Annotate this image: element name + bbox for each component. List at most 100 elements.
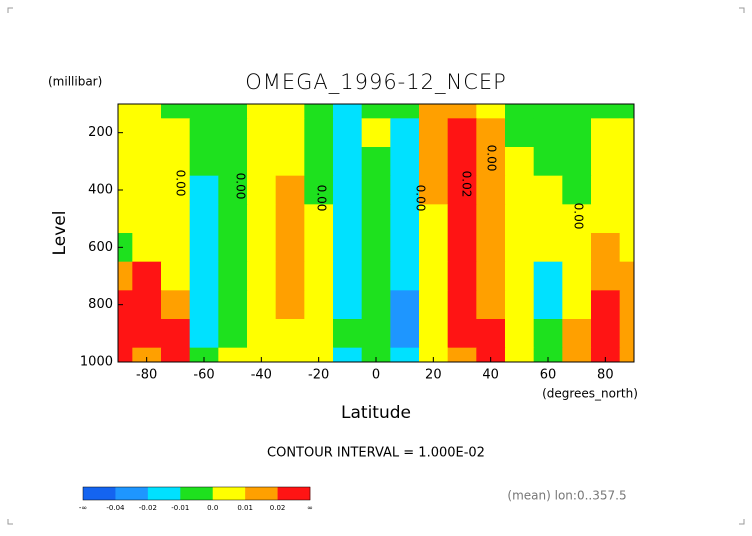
field-cell bbox=[132, 319, 162, 349]
field-cell bbox=[533, 147, 563, 177]
field-cell bbox=[533, 290, 563, 320]
field-cell bbox=[247, 204, 277, 234]
field-cell bbox=[161, 233, 191, 263]
field-cell bbox=[419, 319, 449, 349]
field-cell bbox=[118, 175, 133, 205]
colorbar-swatch bbox=[212, 487, 246, 500]
field-cell bbox=[447, 319, 477, 349]
field-cell bbox=[591, 104, 621, 119]
field-cell bbox=[533, 347, 563, 363]
field-cell bbox=[447, 347, 477, 363]
x-tick-label: 60 bbox=[540, 368, 557, 383]
field-cell bbox=[161, 347, 191, 363]
field-cell bbox=[361, 104, 391, 119]
field-cell bbox=[247, 175, 277, 205]
field-cell bbox=[562, 118, 592, 148]
x-tick-label: -40 bbox=[251, 368, 272, 383]
field-cell bbox=[390, 204, 420, 234]
contour-label: 0.00 bbox=[174, 170, 188, 197]
field-cell bbox=[591, 319, 621, 349]
field-cell bbox=[132, 261, 162, 291]
field-cell bbox=[247, 104, 277, 119]
field-cell bbox=[304, 290, 334, 320]
field-cell bbox=[533, 175, 563, 205]
field-cell bbox=[476, 233, 506, 263]
field-cell bbox=[533, 319, 563, 349]
field-cell bbox=[533, 118, 563, 148]
field-cell bbox=[118, 347, 133, 363]
field-cell bbox=[447, 204, 477, 234]
colorbar-label: 0.0 bbox=[207, 504, 218, 512]
field-cell bbox=[505, 290, 535, 320]
contour-label: 0.00 bbox=[572, 203, 586, 230]
field-cell bbox=[189, 147, 219, 177]
field-cell bbox=[161, 118, 191, 148]
field-cell bbox=[161, 261, 191, 291]
field-cell bbox=[562, 347, 592, 363]
field-cell bbox=[218, 175, 248, 205]
field-cell bbox=[118, 290, 133, 320]
field-cell bbox=[333, 347, 363, 363]
y-tick-label: 200 bbox=[88, 125, 113, 140]
field-cell bbox=[118, 204, 133, 234]
field-cell bbox=[333, 104, 363, 119]
field-cell bbox=[247, 290, 277, 320]
field-cell bbox=[361, 261, 391, 291]
field-cell bbox=[333, 204, 363, 234]
field bbox=[118, 104, 635, 363]
field-cell bbox=[247, 147, 277, 177]
colorbar-swatch bbox=[245, 487, 278, 500]
field-cell bbox=[275, 319, 305, 349]
field-cell bbox=[619, 347, 635, 363]
field-cell bbox=[562, 233, 592, 263]
contour-label: 0.00 bbox=[234, 173, 248, 200]
field-cell bbox=[591, 204, 621, 234]
field-cell bbox=[390, 118, 420, 148]
field-cell bbox=[118, 104, 133, 119]
field-cell bbox=[189, 175, 219, 205]
field-cell bbox=[505, 233, 535, 263]
field-cell bbox=[619, 104, 635, 119]
colorbar-swatch bbox=[115, 487, 149, 500]
field-cell bbox=[218, 204, 248, 234]
field-cell bbox=[118, 319, 133, 349]
field-cell bbox=[189, 290, 219, 320]
field-cell bbox=[533, 261, 563, 291]
field-cell bbox=[591, 347, 621, 363]
field-cell bbox=[218, 290, 248, 320]
contour-interval: CONTOUR INTERVAL = 1.000E-02 bbox=[267, 446, 485, 461]
field-cell bbox=[476, 175, 506, 205]
field-cell bbox=[161, 204, 191, 234]
field-cell bbox=[562, 147, 592, 177]
field-cell bbox=[361, 319, 391, 349]
field-cell bbox=[189, 261, 219, 291]
field-cell bbox=[275, 261, 305, 291]
field-cell bbox=[591, 175, 621, 205]
field-cell bbox=[333, 233, 363, 263]
field-cell bbox=[361, 175, 391, 205]
field-cell bbox=[619, 175, 635, 205]
colorbar-label: ∞ bbox=[307, 504, 313, 512]
x-tick-label: -20 bbox=[308, 368, 329, 383]
field-cell bbox=[304, 147, 334, 177]
field-cell bbox=[189, 118, 219, 148]
field-cell bbox=[189, 204, 219, 234]
field-cell bbox=[505, 118, 535, 148]
field-cell bbox=[161, 290, 191, 320]
field-cell bbox=[132, 204, 162, 234]
field-cell bbox=[361, 147, 391, 177]
field-cell bbox=[333, 118, 363, 148]
x-tick-label: 80 bbox=[597, 368, 614, 383]
field-cell bbox=[275, 204, 305, 234]
field-cell bbox=[275, 147, 305, 177]
field-cell bbox=[619, 319, 635, 349]
contour-label: 0.00 bbox=[414, 185, 428, 212]
colorbar-frame bbox=[82, 486, 311, 501]
field-cell bbox=[161, 147, 191, 177]
field-cell bbox=[247, 261, 277, 291]
field-cell bbox=[505, 261, 535, 291]
field-cell bbox=[118, 261, 133, 291]
field-cell bbox=[476, 319, 506, 349]
field-cell bbox=[132, 290, 162, 320]
field-cell bbox=[591, 147, 621, 177]
